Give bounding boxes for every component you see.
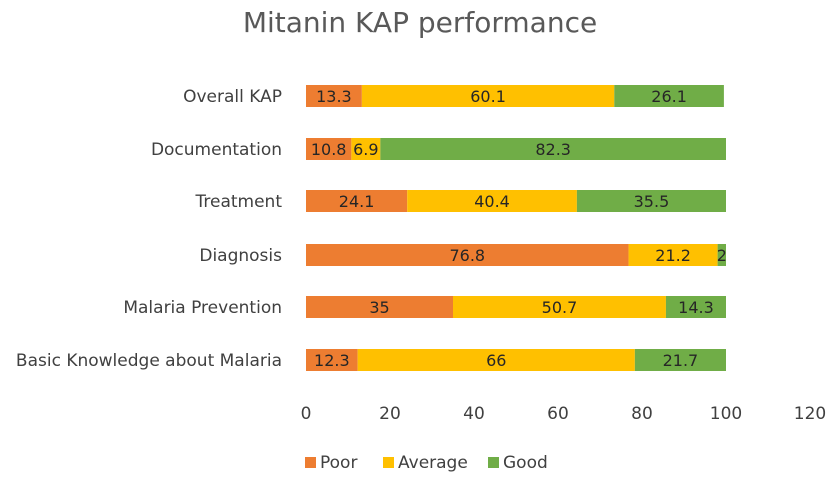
bar-average-malaria-prevention xyxy=(453,296,666,318)
data-label-good-diagnosis: 2 xyxy=(717,246,727,265)
category-axis: Overall KAP Documentation Treatment Diagnos… xyxy=(16,87,282,371)
plot-area: 13.3 60.1 26.1 10.8 6.9 82.3 24.1 40.4 35.5 76.8 2… xyxy=(306,85,727,371)
bar-average-overall-kap xyxy=(361,85,615,107)
x-tick-label-40: 40 xyxy=(463,404,485,424)
legend-label-poor: Poor xyxy=(320,453,357,473)
data-label-average-basic-knowledge-about-malaria: 66 xyxy=(486,351,506,370)
bar-good-basic-knowledge-about-malaria xyxy=(634,349,726,371)
x-tick-label-0: 0 xyxy=(301,404,312,424)
bar-good-overall-kap xyxy=(614,85,724,107)
bar-average-documentation xyxy=(351,138,381,160)
data-label-poor-basic-knowledge-about-malaria: 12.3 xyxy=(314,351,350,370)
category-label-documentation: Documentation xyxy=(151,140,282,160)
data-label-good-basic-knowledge-about-malaria: 21.7 xyxy=(663,351,699,370)
bar-good-documentation xyxy=(380,138,726,160)
data-label-average-documentation: 6.9 xyxy=(353,140,378,159)
legend: Poor Average Good xyxy=(305,453,548,473)
x-tick-label-60: 60 xyxy=(547,404,569,424)
x-tick-label-80: 80 xyxy=(631,404,653,424)
category-label-overall-kap: Overall KAP xyxy=(183,87,282,107)
legend-label-good: Good xyxy=(503,453,548,473)
data-label-good-overall-kap: 26.1 xyxy=(651,87,687,106)
data-label-poor-overall-kap: 13.3 xyxy=(316,87,352,106)
chart-title: Mitanin KAP performance xyxy=(243,6,597,39)
x-tick-label-120: 120 xyxy=(794,404,826,424)
data-label-average-treatment: 40.4 xyxy=(474,192,510,211)
category-label-diagnosis: Diagnosis xyxy=(199,246,282,266)
data-label-poor-treatment: 24.1 xyxy=(339,192,375,211)
x-tick-label-20: 20 xyxy=(379,404,401,424)
bar-average-basic-knowledge-about-malaria xyxy=(357,349,635,371)
category-label-treatment: Treatment xyxy=(194,192,282,212)
legend-swatch-poor xyxy=(305,457,316,468)
x-tick-label-100: 100 xyxy=(710,404,742,424)
bar-average-diagnosis xyxy=(628,244,718,266)
data-label-poor-diagnosis: 76.8 xyxy=(449,246,485,265)
bar-poor-malaria-prevention xyxy=(306,296,453,318)
bar-poor-documentation xyxy=(306,138,352,160)
bar-poor-diagnosis xyxy=(306,244,629,266)
data-label-average-overall-kap: 60.1 xyxy=(470,87,506,106)
bar-average-treatment xyxy=(407,190,577,212)
bar-good-diagnosis xyxy=(717,244,726,266)
data-label-poor-documentation: 10.8 xyxy=(311,140,347,159)
data-label-average-diagnosis: 21.2 xyxy=(655,246,691,265)
data-label-good-treatment: 35.5 xyxy=(634,192,670,211)
bar-poor-treatment xyxy=(306,190,408,212)
data-label-poor-malaria-prevention: 35 xyxy=(369,298,389,317)
bar-good-treatment xyxy=(576,190,726,212)
legend-label-average: Average xyxy=(398,453,468,473)
value-axis: 0 20 40 60 80 100 120 xyxy=(301,404,827,424)
data-label-good-documentation: 82.3 xyxy=(535,140,571,159)
category-label-basic-knowledge-about-malaria: Basic Knowledge about Malaria xyxy=(16,351,282,371)
bar-poor-overall-kap xyxy=(306,85,362,107)
data-label-good-malaria-prevention: 14.3 xyxy=(678,298,714,317)
legend-swatch-good xyxy=(488,457,499,468)
bar-good-malaria-prevention xyxy=(665,296,726,318)
bar-poor-basic-knowledge-about-malaria xyxy=(306,349,358,371)
category-label-malaria-prevention: Malaria Prevention xyxy=(123,298,282,318)
legend-swatch-average xyxy=(383,457,394,468)
data-label-average-malaria-prevention: 50.7 xyxy=(542,298,578,317)
